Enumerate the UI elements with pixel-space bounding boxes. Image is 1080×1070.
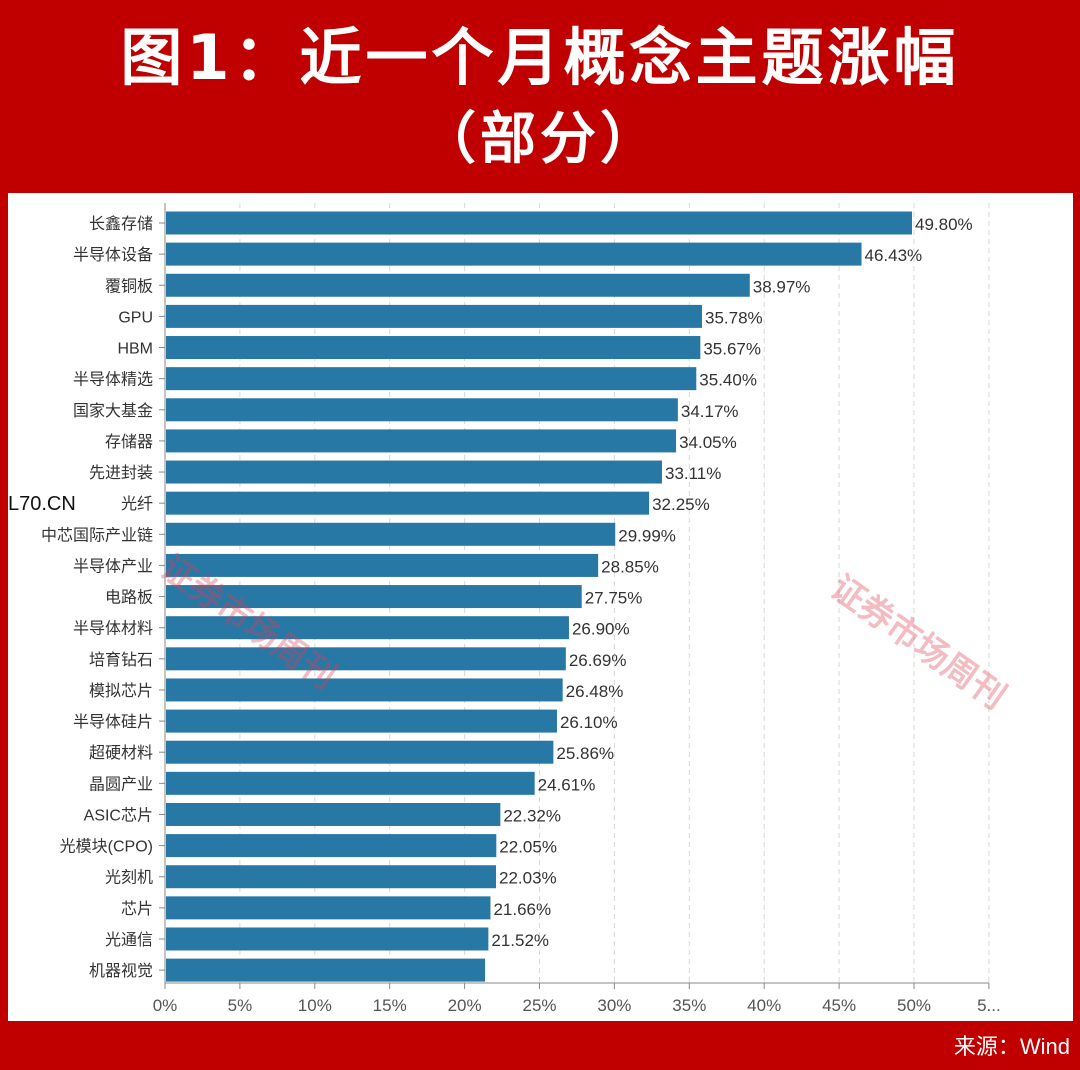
category-label: 光纤 — [121, 495, 153, 513]
category-label: 半导体硅片 — [73, 713, 153, 731]
bar — [166, 740, 554, 764]
x-tick-label: 25% — [522, 996, 556, 1015]
category-label: 半导体产业 — [73, 557, 153, 575]
data-label: 38.97% — [753, 277, 811, 296]
data-label: 26.69% — [569, 651, 627, 670]
data-label: 22.32% — [503, 806, 561, 825]
chart-subtitle: （部分） — [420, 107, 660, 172]
bar — [166, 336, 701, 360]
data-label: 28.85% — [601, 557, 659, 576]
x-tick-label: 40% — [747, 996, 781, 1015]
bar — [166, 802, 501, 826]
x-tick-label: 15% — [373, 996, 407, 1015]
category-label: 国家大基金 — [73, 402, 153, 420]
data-label: 35.78% — [705, 308, 763, 327]
bar — [166, 958, 486, 982]
data-label: 21.66% — [493, 900, 551, 919]
category-label: 先进封装 — [89, 464, 153, 482]
bar — [166, 429, 677, 453]
category-label: 中芯国际产业链 — [41, 526, 153, 544]
bar — [166, 304, 702, 328]
bar — [166, 242, 862, 266]
site-watermark: L70.CN — [8, 493, 76, 515]
x-tick-label: 45% — [822, 996, 856, 1015]
category-label: 模拟芯片 — [89, 682, 153, 700]
bar — [166, 709, 557, 733]
data-label: 21.52% — [491, 931, 549, 950]
category-label: 芯片 — [121, 900, 153, 918]
source-note: 来源：Wind — [953, 1034, 1070, 1059]
data-label: 49.80% — [915, 215, 973, 234]
data-label: 29.99% — [618, 526, 676, 545]
bar — [166, 771, 535, 795]
bar — [166, 522, 616, 546]
bar — [166, 367, 697, 391]
x-tick-label: 0% — [153, 996, 178, 1015]
category-label: 培育钻石 — [89, 651, 153, 669]
x-tick-label: 35% — [672, 996, 706, 1015]
category-label: 机器视觉 — [89, 962, 153, 980]
category-label: 光模块(CPO) — [60, 838, 153, 856]
chart-title: 图1：近一个月概念主题涨幅 — [120, 21, 960, 94]
x-tick-label: 10% — [298, 996, 332, 1015]
data-label: 26.10% — [560, 713, 618, 732]
data-label: 26.90% — [572, 620, 630, 639]
category-label: 半导体材料 — [73, 620, 153, 638]
bar — [166, 927, 489, 951]
bar-chart: 0% 5% 10% 15% 20% 25% 30% 35% 40% 45% 50% 5... 长鑫存储 4… — [41, 203, 1013, 1015]
data-label: 22.05% — [499, 838, 557, 857]
category-label: 覆铜板 — [105, 277, 153, 295]
data-label: 35.40% — [699, 371, 757, 390]
bar — [166, 865, 497, 889]
data-label: 22.03% — [499, 869, 557, 888]
x-tick-label: 5% — [228, 996, 253, 1015]
x-tick-label: 50% — [897, 996, 931, 1015]
data-label: 27.75% — [585, 589, 643, 608]
data-label: 35.67% — [703, 340, 761, 359]
category-label: 长鑫存储 — [89, 214, 153, 233]
bar — [166, 460, 662, 484]
bar — [166, 553, 599, 577]
category-label: GPU — [118, 309, 153, 326]
data-label: 33.11% — [665, 464, 721, 483]
data-label: 24.61% — [538, 775, 596, 794]
data-label: 26.48% — [566, 682, 624, 701]
category-label: 半导体设备 — [73, 246, 153, 264]
category-label: 晶圆产业 — [89, 775, 153, 793]
category-label: 存储器 — [105, 433, 153, 451]
bar — [166, 834, 497, 858]
bar — [166, 896, 491, 920]
bar — [166, 398, 678, 422]
x-tick-label: 30% — [597, 996, 631, 1015]
bar — [166, 491, 650, 515]
category-label: 光刻机 — [105, 869, 153, 887]
stamp-watermark: 证券市场周刊 — [823, 568, 1012, 717]
chart-panel: 0% 5% 10% 15% 20% 25% 30% 35% 40% 45% 50% 5... 长鑫存储 4… — [8, 193, 1073, 1021]
data-label: 32.25% — [652, 495, 710, 514]
category-label: 超硬材料 — [89, 744, 153, 762]
bar — [166, 678, 563, 702]
bar — [166, 273, 750, 297]
category-label: 电路板 — [105, 589, 153, 607]
bar — [166, 585, 582, 609]
category-label: HBM — [117, 341, 153, 358]
category-label: ASIC芯片 — [84, 806, 153, 824]
bar — [166, 647, 566, 671]
data-label: 25.86% — [556, 744, 614, 763]
bar — [166, 616, 569, 640]
data-label: 34.17% — [681, 402, 739, 421]
x-tick-label: 20% — [448, 996, 482, 1015]
x-tick-label: 5... — [977, 996, 1001, 1015]
data-label: 46.43% — [865, 246, 923, 265]
category-label: 光通信 — [105, 931, 153, 949]
data-label: 34.05% — [679, 433, 737, 452]
category-label: 半导体精选 — [73, 371, 153, 389]
bar — [166, 211, 913, 235]
